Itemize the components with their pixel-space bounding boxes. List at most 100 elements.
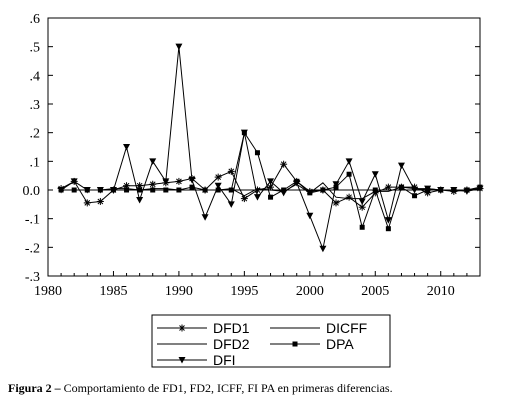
series-dfd1-point — [149, 180, 157, 188]
series-dpa-point — [307, 190, 313, 196]
series-dfi-point — [57, 187, 65, 194]
series-dfi-line — [60, 46, 481, 251]
series-dfi-point — [463, 188, 471, 195]
series-dfi-point — [319, 245, 327, 253]
legend-item-dpa: DPA — [270, 336, 354, 352]
series-dfd1-point — [214, 173, 222, 181]
series-dpa-point — [202, 187, 208, 193]
y-tick-label: .4 — [30, 69, 41, 84]
legend-item-dfd1: DFD1 — [157, 320, 250, 336]
series-dpa-point — [176, 187, 182, 193]
y-tick-label: .5 — [30, 41, 41, 56]
legend: DFD1 DICFF DFD2 DPA DFI — [151, 314, 391, 368]
series-dpa-point — [215, 187, 221, 193]
series-dpa-point — [385, 226, 391, 232]
x-tick-label: 1980 — [34, 284, 62, 299]
series-dfd1-markers — [57, 160, 484, 211]
legend-label-dicff: DICFF — [326, 320, 367, 336]
x-tick-label: 2010 — [427, 284, 455, 299]
series-dfi-point — [109, 187, 117, 194]
legend-item-dfd2: DFD2 — [157, 336, 250, 352]
x-tick-label: 2000 — [296, 284, 324, 299]
series-dpa-point — [189, 184, 195, 190]
legend-label-dfi: DFI — [213, 352, 236, 368]
series-dfd1-point — [175, 177, 183, 185]
series-dfi-point — [332, 181, 340, 188]
y-tick-label: .2 — [30, 127, 41, 142]
series-dfd1-point — [240, 195, 248, 203]
series-dpa-point — [372, 187, 378, 193]
legend-marker-dfd1 — [178, 324, 186, 332]
y-tick-label: .3 — [30, 98, 41, 113]
series-dfi-point — [123, 144, 131, 151]
series-dfi-point — [201, 214, 209, 221]
series-dpa-point — [124, 187, 130, 193]
series-dfi-point — [83, 187, 91, 194]
series-dfd1-point — [280, 160, 288, 168]
legend-label-dfd1: DFD1 — [213, 320, 250, 336]
series-dfd1-point — [332, 199, 340, 207]
legend-box — [151, 314, 391, 368]
series-dfi-point — [175, 43, 183, 51]
x-tick-label: 1985 — [99, 284, 127, 299]
series-dfi-point — [240, 129, 248, 137]
series-dfi-point — [306, 212, 314, 220]
series-dpa-point — [412, 193, 418, 199]
series-dfi-point — [253, 194, 261, 201]
series-dpa-point — [71, 187, 77, 193]
x-tick-label: 1990 — [165, 284, 193, 299]
series-dpa-point — [254, 150, 260, 156]
series-dfi-point — [188, 176, 196, 184]
series-dfi-point — [424, 185, 432, 193]
series-dfi-point — [358, 198, 366, 205]
series-dfi-markers — [57, 43, 484, 253]
series-dfi-point — [280, 189, 288, 197]
y-tick-label: .1 — [30, 155, 41, 170]
series-dpa-point — [359, 224, 365, 230]
series-dfi-point — [437, 187, 445, 194]
legend-label-dpa: DPA — [326, 336, 354, 352]
series-dfi-point — [149, 158, 157, 165]
series-dfi-point — [397, 162, 405, 170]
series-dfi-point — [411, 187, 419, 194]
series-dfi-point — [384, 217, 392, 224]
series-dpa-point — [398, 184, 404, 190]
figure-caption: Figura 2 – Comportamiento de FD1, FD2, I… — [8, 381, 514, 396]
series-dfd1-point — [384, 183, 392, 191]
x-tick-label: 2005 — [361, 284, 389, 299]
series-dfi-point — [227, 201, 235, 208]
series-dfi-point — [371, 171, 379, 178]
series-dfi-point — [450, 187, 458, 194]
series-dfi-point — [293, 179, 301, 187]
plot-frame — [47, 17, 481, 277]
series-dfi-point — [345, 158, 353, 165]
series-dfd1-point — [83, 199, 91, 207]
series-dpa-point — [268, 194, 274, 200]
legend-label-dfd2: DFD2 — [213, 336, 250, 352]
legend-item-dfi: DFI — [157, 352, 236, 368]
series-dpa-point — [163, 187, 169, 193]
series-dpa-point — [228, 187, 234, 193]
series-dfi-point — [267, 178, 275, 185]
series-dfd1-point — [96, 197, 104, 205]
series-dfd1-point — [345, 193, 353, 201]
legend-marker-dfi — [178, 357, 186, 364]
y-tick-label: 0.0 — [23, 184, 41, 199]
series-dfd1-point — [358, 203, 366, 211]
series-dfi-point — [214, 182, 222, 190]
series-dfi-point — [162, 178, 170, 185]
y-tick-label: -.2 — [25, 241, 40, 256]
y-tick-label: -.3 — [25, 270, 40, 285]
caption-text: Comportamiento de FD1, FD2, ICFF, FI PA … — [60, 381, 393, 395]
series-dpa-point — [320, 187, 326, 193]
series-dfi-point — [70, 178, 78, 185]
y-tick-label: .6 — [30, 12, 41, 27]
series-dfd2-line — [61, 182, 481, 200]
x-tick-label: 1995 — [230, 284, 258, 299]
legend-item-dicff: DICFF — [270, 320, 367, 336]
series-dpa-point — [150, 187, 156, 193]
series-dpa-point — [137, 187, 143, 193]
series-dpa-point — [346, 171, 352, 177]
series-dfi-point — [96, 187, 104, 194]
